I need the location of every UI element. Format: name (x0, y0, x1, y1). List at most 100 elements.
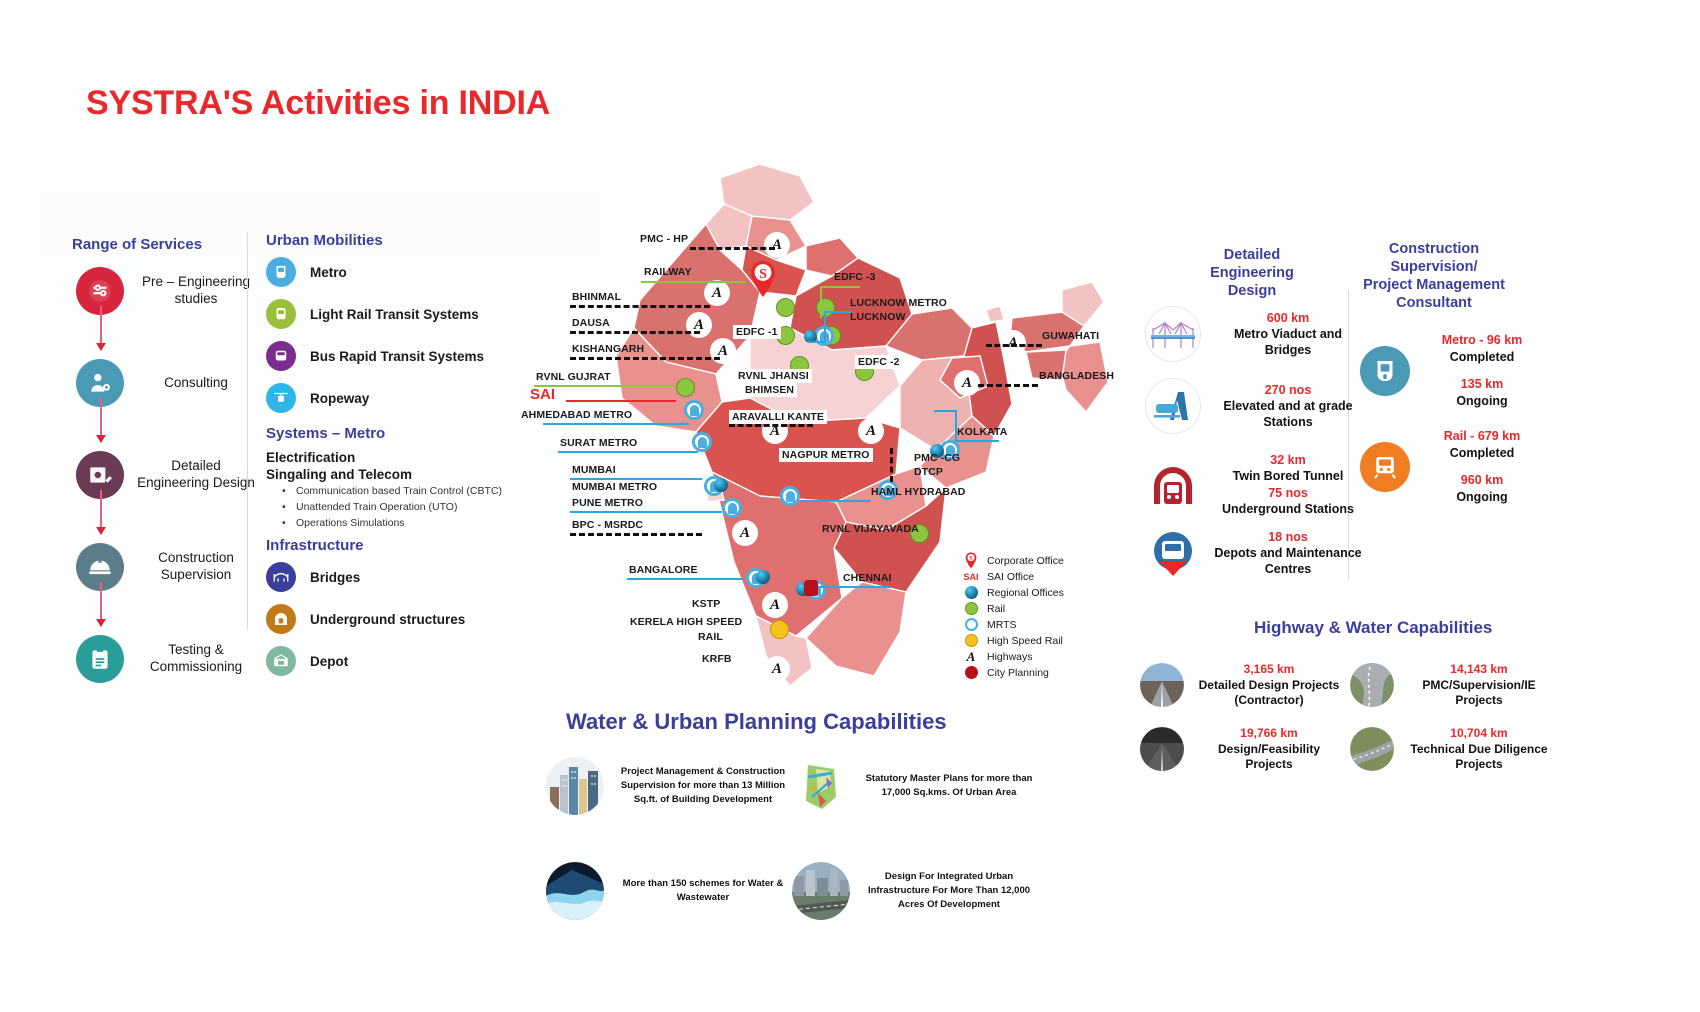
urban-infra-photo-icon (792, 862, 850, 920)
map-label-surat-metro: SURAT METRO (560, 437, 638, 449)
legend-item-corporate-office: S Corporate Office (963, 552, 1113, 569)
regional-office-sphere-icon (930, 444, 944, 458)
high-speed-rail-icon (963, 633, 979, 649)
mrts-icon[interactable] (722, 498, 742, 518)
rail-train-icon (1360, 441, 1410, 492)
map-label-bhimsen: BHIMSEN (742, 383, 798, 397)
regional-office-sphere-icon (963, 585, 979, 601)
highway-icon: A (764, 656, 790, 682)
hw-item-text: 19,766 km Design/Feasibility Projects (1194, 726, 1344, 773)
ded-item-text: 18 nos Depots and Maintenance Centres (1213, 529, 1363, 578)
urban-mobility-metro[interactable]: Metro (266, 257, 548, 287)
urban-mobility-brt[interactable]: Bus Rapid Transit Systems (266, 341, 548, 371)
mrts-icon[interactable] (780, 486, 800, 506)
ded-item-metro-viaduct: 600 km Metro Viaduct and Bridges (1145, 306, 1365, 362)
legend-label: Regional Offices (987, 586, 1064, 599)
map-label-kstp: KSTP (692, 598, 721, 610)
infrastructure-underground[interactable]: Underground structures (266, 604, 548, 635)
map-label-edfc-1: EDFC -1 (733, 325, 781, 339)
map-label-kishangarh: KISHANGARH (572, 343, 645, 355)
infrastructure-depot[interactable]: Depot (266, 646, 548, 677)
map-label-pmc-cg: PMC -CG (914, 452, 961, 464)
wup-item-text: Design For Integrated Urban Infrastructu… (867, 871, 1031, 910)
map-label-kerela-hsr-2: RAIL (698, 631, 723, 643)
map-label-pmc-hp: PMC - HP (640, 233, 689, 245)
highway-icon: A (732, 520, 758, 546)
highway-icon: A (764, 232, 790, 258)
csp-heading-line1: Construction (1388, 241, 1480, 257)
csp-value-2: 960 km (1460, 472, 1504, 487)
detailed-engineering-design-heading: Detailed Engineering Design (1192, 246, 1312, 300)
sai-office-icon: SAI (963, 571, 979, 582)
map-label-chennai: CHENNAI (843, 572, 892, 584)
page-title: SYSTRA'S Activities in INDIA (86, 84, 551, 122)
ropeway-icon (266, 383, 296, 413)
csp-heading-line2: Supervision/ (1390, 259, 1478, 276)
legend-label: Corporate Office (987, 554, 1064, 567)
service-item-consulting[interactable]: Consulting (76, 348, 276, 443)
regional-office-sphere-icon (756, 570, 770, 584)
highway-icon: A (686, 312, 712, 338)
hw-value: 19,766 km (1240, 726, 1298, 740)
wup-item-building-development: Project Management & Construction Superv… (546, 757, 788, 815)
legend-item-highways: A Highways (963, 649, 1113, 664)
panel-divider (1348, 290, 1349, 580)
legend-label: SAI Office (987, 570, 1035, 583)
urban-mobility-ropeway[interactable]: Ropeway (266, 383, 548, 413)
csp-item-rail: Rail - 679 km Completed 960 km Ongoing (1360, 428, 1542, 506)
legend-item-mrts: MRTS (963, 617, 1113, 632)
service-item-testing-commissioning[interactable]: Testing & Commissioning (76, 624, 276, 694)
hw-item-design-feasibility: 19,766 km Design/Feasibility Projects (1140, 726, 1344, 773)
clipboard-check-icon (76, 635, 124, 683)
wup-item-urban-infrastructure: Design For Integrated Urban Infrastructu… (792, 862, 1034, 920)
mrts-icon[interactable] (878, 480, 898, 500)
legend-item-city-planning: City Planning (963, 665, 1113, 680)
water-urban-planning-heading: Water & Urban Planning Capabilities (566, 709, 947, 734)
map-label-dausa: DAUSA (572, 317, 610, 329)
city-planning-icon (963, 665, 979, 681)
aerial-road-photo-icon (1350, 727, 1394, 772)
service-item-pre-engineering[interactable]: Pre – Engineering studies (76, 256, 276, 351)
infrastructure-bridges[interactable]: Bridges (266, 562, 548, 593)
service-label: Construction Supervision (158, 550, 234, 582)
legend-label: Rail (987, 602, 1006, 615)
corporate-office-pin-icon: S (963, 552, 979, 569)
column-divider (247, 232, 248, 630)
wup-item-text: Project Management & Construction Superv… (620, 766, 786, 805)
metro-train-icon (1360, 345, 1410, 396)
ded-label: Elevated and at grade Stations (1223, 398, 1353, 430)
service-item-construction-supervision[interactable]: Construction Supervision (76, 532, 276, 627)
hw-item-text: 14,143 km PMC/Supervision/IE Projects (1404, 662, 1554, 709)
highway-icon: A (762, 592, 788, 618)
mrts-icon[interactable] (684, 400, 704, 420)
map-label-bhinmal: BHINMAL (572, 291, 622, 303)
master-plan-map-icon (792, 757, 850, 815)
rail-icon (910, 524, 929, 543)
map-label-rvnl-gujrat: RVNL GUJRAT (536, 371, 611, 383)
tunnel-icon (266, 604, 296, 635)
csp-label: Completed (1449, 445, 1515, 460)
mrts-icon[interactable] (692, 432, 712, 452)
urban-mobility-light-rail[interactable]: Light Rail Transit Systems (266, 299, 548, 329)
map-label-bangladesh: BANGLADESH (1039, 370, 1115, 382)
map-label-mumbai: MUMBAI (572, 464, 616, 476)
hw-item-detailed-design: 3,165 km Detailed Design Projects (Contr… (1140, 662, 1344, 709)
tram-icon (266, 299, 296, 329)
urban-mobility-label: Metro (310, 264, 347, 280)
ded-item-text: 270 nos Elevated and at grade Stations (1213, 382, 1363, 431)
ded-value: 32 km (1270, 453, 1306, 467)
construction-supervision-heading: Construction Supervision/ Project Manage… (1360, 240, 1508, 313)
csp-value: Rail - 679 km (1443, 429, 1521, 443)
map-label-aravalli-kante: ARAVALLI KANTE (729, 410, 828, 424)
service-label: Testing & Commissioning (149, 642, 243, 674)
left-panel (40, 186, 600, 742)
map-label-dtcp: DTCP (914, 466, 943, 478)
rail-icon (776, 298, 795, 317)
settings-gear-icon (76, 267, 124, 315)
service-item-detailed-engineering-design[interactable]: Detailed Engineering Design (76, 440, 276, 535)
legend-item-sai-office: SAI SAI Office (963, 569, 1113, 584)
legend-item-regional-offices: Regional Offices (963, 585, 1113, 600)
ded-item-depots: 18 nos Depots and Maintenance Centres (1145, 525, 1365, 581)
csp-value-2: 135 km (1460, 376, 1504, 391)
